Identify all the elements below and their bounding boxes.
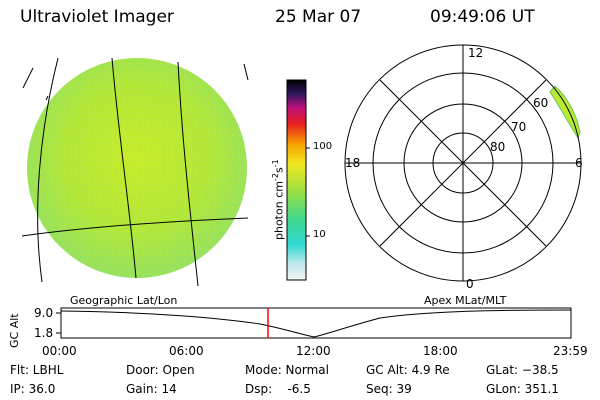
xtick-1200: 12:00 [296,344,331,358]
altitude-curve [60,309,572,338]
seq-info: Seq: 39 [366,382,412,396]
colorbar-tick-100: 100 [313,141,333,152]
xtick-1800: 18:00 [423,344,458,358]
xtick-2359: 23:59 [553,344,588,358]
grid-line [45,95,49,101]
grid-line [177,61,199,287]
dsp-info: Dsp: -6.5 [245,382,311,396]
polar-diagonal [379,79,547,247]
colorbar-gradient [286,79,307,281]
mode-info: Mode: Normal [245,363,329,377]
mlt-label-18: 18 [345,156,361,170]
gain-info: Gain: 14 [126,382,177,396]
colorbar-tick-10: 10 [313,229,326,240]
door-info: Door: Open [126,363,195,377]
xtick-0600: 06:00 [169,344,204,358]
time-label: 09:49:06 UT [430,7,535,27]
grid-line [22,67,34,89]
gc-alt-info: GC Alt: 4.9 Re [366,363,450,377]
lat-label-70: 70 [511,120,527,134]
grid-line [21,217,249,237]
grid-line [243,63,249,81]
lat-label-60: 60 [533,96,549,110]
mlt-label-6: 6 [575,156,583,170]
timeline-ytick-low: 1.8 [34,326,54,340]
xtick-0000: 00:00 [42,344,77,358]
filter-info: Flt: LBHL [10,363,64,377]
right-caption: Apex MLat/MLT [424,294,507,307]
earth-disk-texture [27,58,247,278]
lat-label-80: 80 [490,140,506,154]
grid-line [37,57,59,283]
timeline-frame [60,307,572,339]
mlt-label-0: 0 [466,277,474,291]
ip-info: IP: 36.0 [10,382,56,396]
glat-info: GLat: −38.5 [486,363,559,377]
grid-line [111,57,137,279]
timeline-ytick-high: 9.0 [34,306,54,320]
date-label: 25 Mar 07 [275,7,362,27]
mlt-label-12: 12 [468,46,484,60]
geographic-grid [21,57,249,287]
glon-info: GLon: 351.1 [486,382,559,396]
instrument-title: Ultraviolet Imager [20,7,174,27]
left-caption: Geographic Lat/Lon [70,294,178,307]
